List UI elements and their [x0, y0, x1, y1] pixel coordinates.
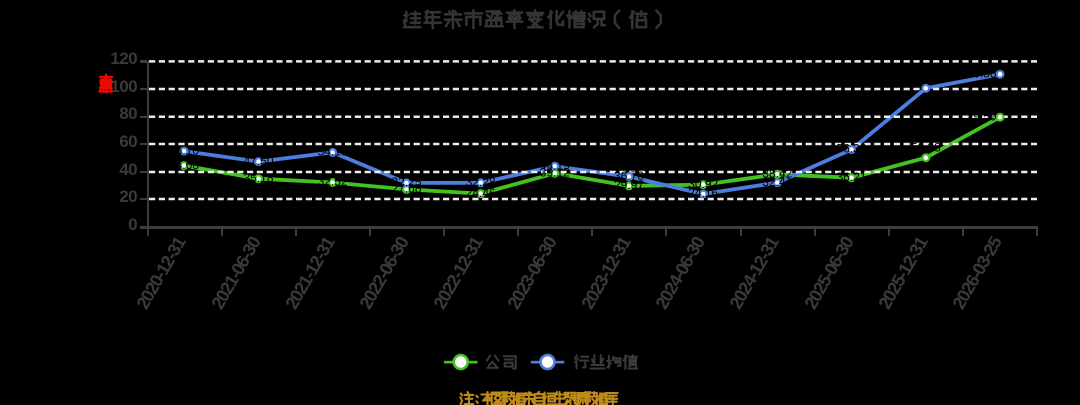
svg-text:79.59: 79.59 [966, 109, 996, 123]
svg-text:54.18: 54.18 [318, 145, 348, 159]
svg-text:24.16: 24.16 [688, 186, 718, 200]
svg-text:32.41: 32.41 [762, 175, 792, 189]
svg-text:32.28: 32.28 [466, 175, 496, 189]
svg-text:30.92: 30.92 [688, 177, 718, 191]
svg-text:27.68: 27.68 [391, 182, 421, 196]
svg-text:36.70: 36.70 [614, 169, 644, 183]
svg-text:55.10: 55.10 [169, 143, 199, 157]
svg-text:56.32: 56.32 [836, 142, 866, 156]
svg-text:44.19: 44.19 [540, 158, 570, 172]
svg-text:50.38: 50.38 [911, 141, 941, 155]
svg-text:110.58: 110.58 [961, 66, 997, 80]
svg-text:36.21: 36.21 [836, 170, 866, 184]
svg-text:29.97: 29.97 [614, 178, 644, 192]
svg-text:47.50: 47.50 [243, 154, 273, 168]
svg-text:35.18: 35.18 [243, 171, 273, 185]
svg-text:32.52: 32.52 [318, 175, 348, 189]
svg-text:44.68: 44.68 [169, 158, 199, 172]
svg-text:32.25: 32.25 [391, 175, 421, 189]
svg-text:24.46: 24.46 [466, 186, 496, 200]
svg-text:38.42: 38.42 [762, 167, 792, 181]
svg-text:39.12: 39.12 [540, 166, 570, 180]
svg-text:100.41: 100.41 [907, 71, 944, 85]
